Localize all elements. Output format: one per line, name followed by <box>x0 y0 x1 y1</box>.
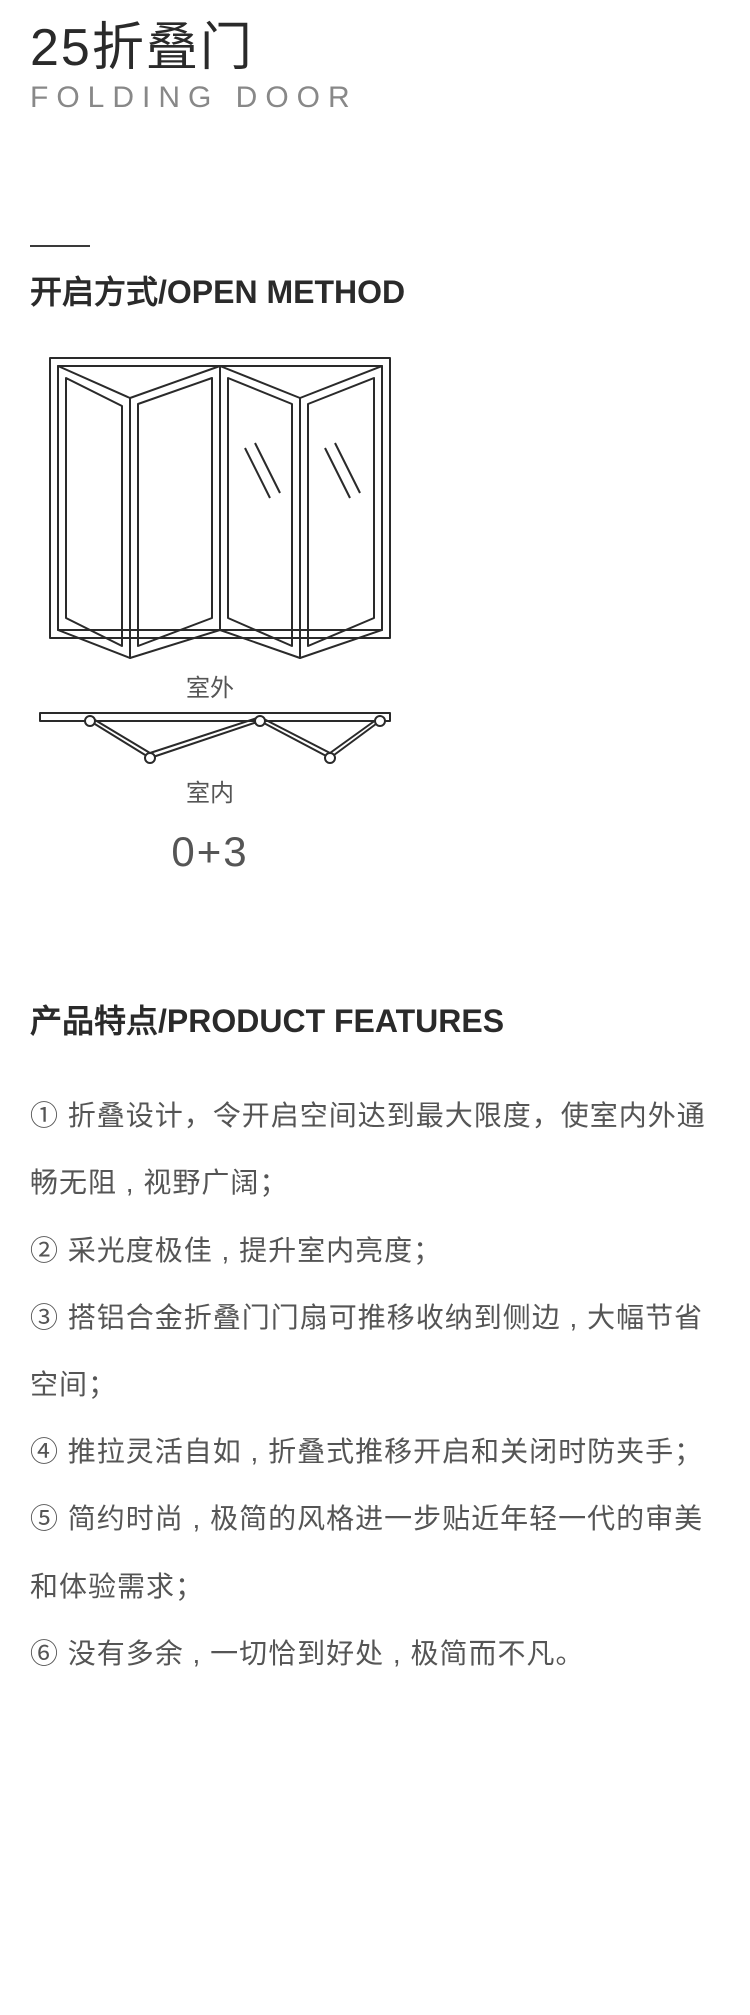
features-title: 产品特点/PRODUCT FEATURES <box>30 996 720 1042</box>
feature-item: ⑤ 简约时尚 , 极简的风格进一步贴近年轻一代的审美和体验需求； <box>30 1485 720 1619</box>
feature-item: ④ 推拉灵活自如 , 折叠式推移开启和关闭时防夹手； <box>30 1418 720 1485</box>
open-method-title: 开启方式/OPEN METHOD <box>30 267 720 313</box>
feature-item: ① 折叠设计，令开启空间达到最大限度，使室内外通畅无阻 , 视野广阔； <box>30 1082 720 1216</box>
folding-door-diagram: 室外 室内 0+3 <box>30 348 720 876</box>
label-outside: 室外 <box>30 668 390 703</box>
divider <box>30 245 90 247</box>
product-title-en: FOLDING DOOR <box>30 81 720 115</box>
product-title-cn: 25折叠门 <box>30 20 720 77</box>
door-3d-icon <box>30 348 410 668</box>
feature-item: ③ 搭铝合金折叠门门扇可推移收纳到侧边 , 大幅节省空间； <box>30 1284 720 1418</box>
door-plan-icon <box>30 703 410 773</box>
label-inside: 室内 <box>30 773 390 808</box>
config-text: 0+3 <box>30 828 390 876</box>
feature-item: ② 采光度极佳 , 提升室内亮度； <box>30 1217 720 1284</box>
features-list: ① 折叠设计，令开启空间达到最大限度，使室内外通畅无阻 , 视野广阔； ② 采光… <box>30 1082 720 1687</box>
feature-item: ⑥ 没有多余 , 一切恰到好处 , 极简而不凡。 <box>30 1620 720 1687</box>
